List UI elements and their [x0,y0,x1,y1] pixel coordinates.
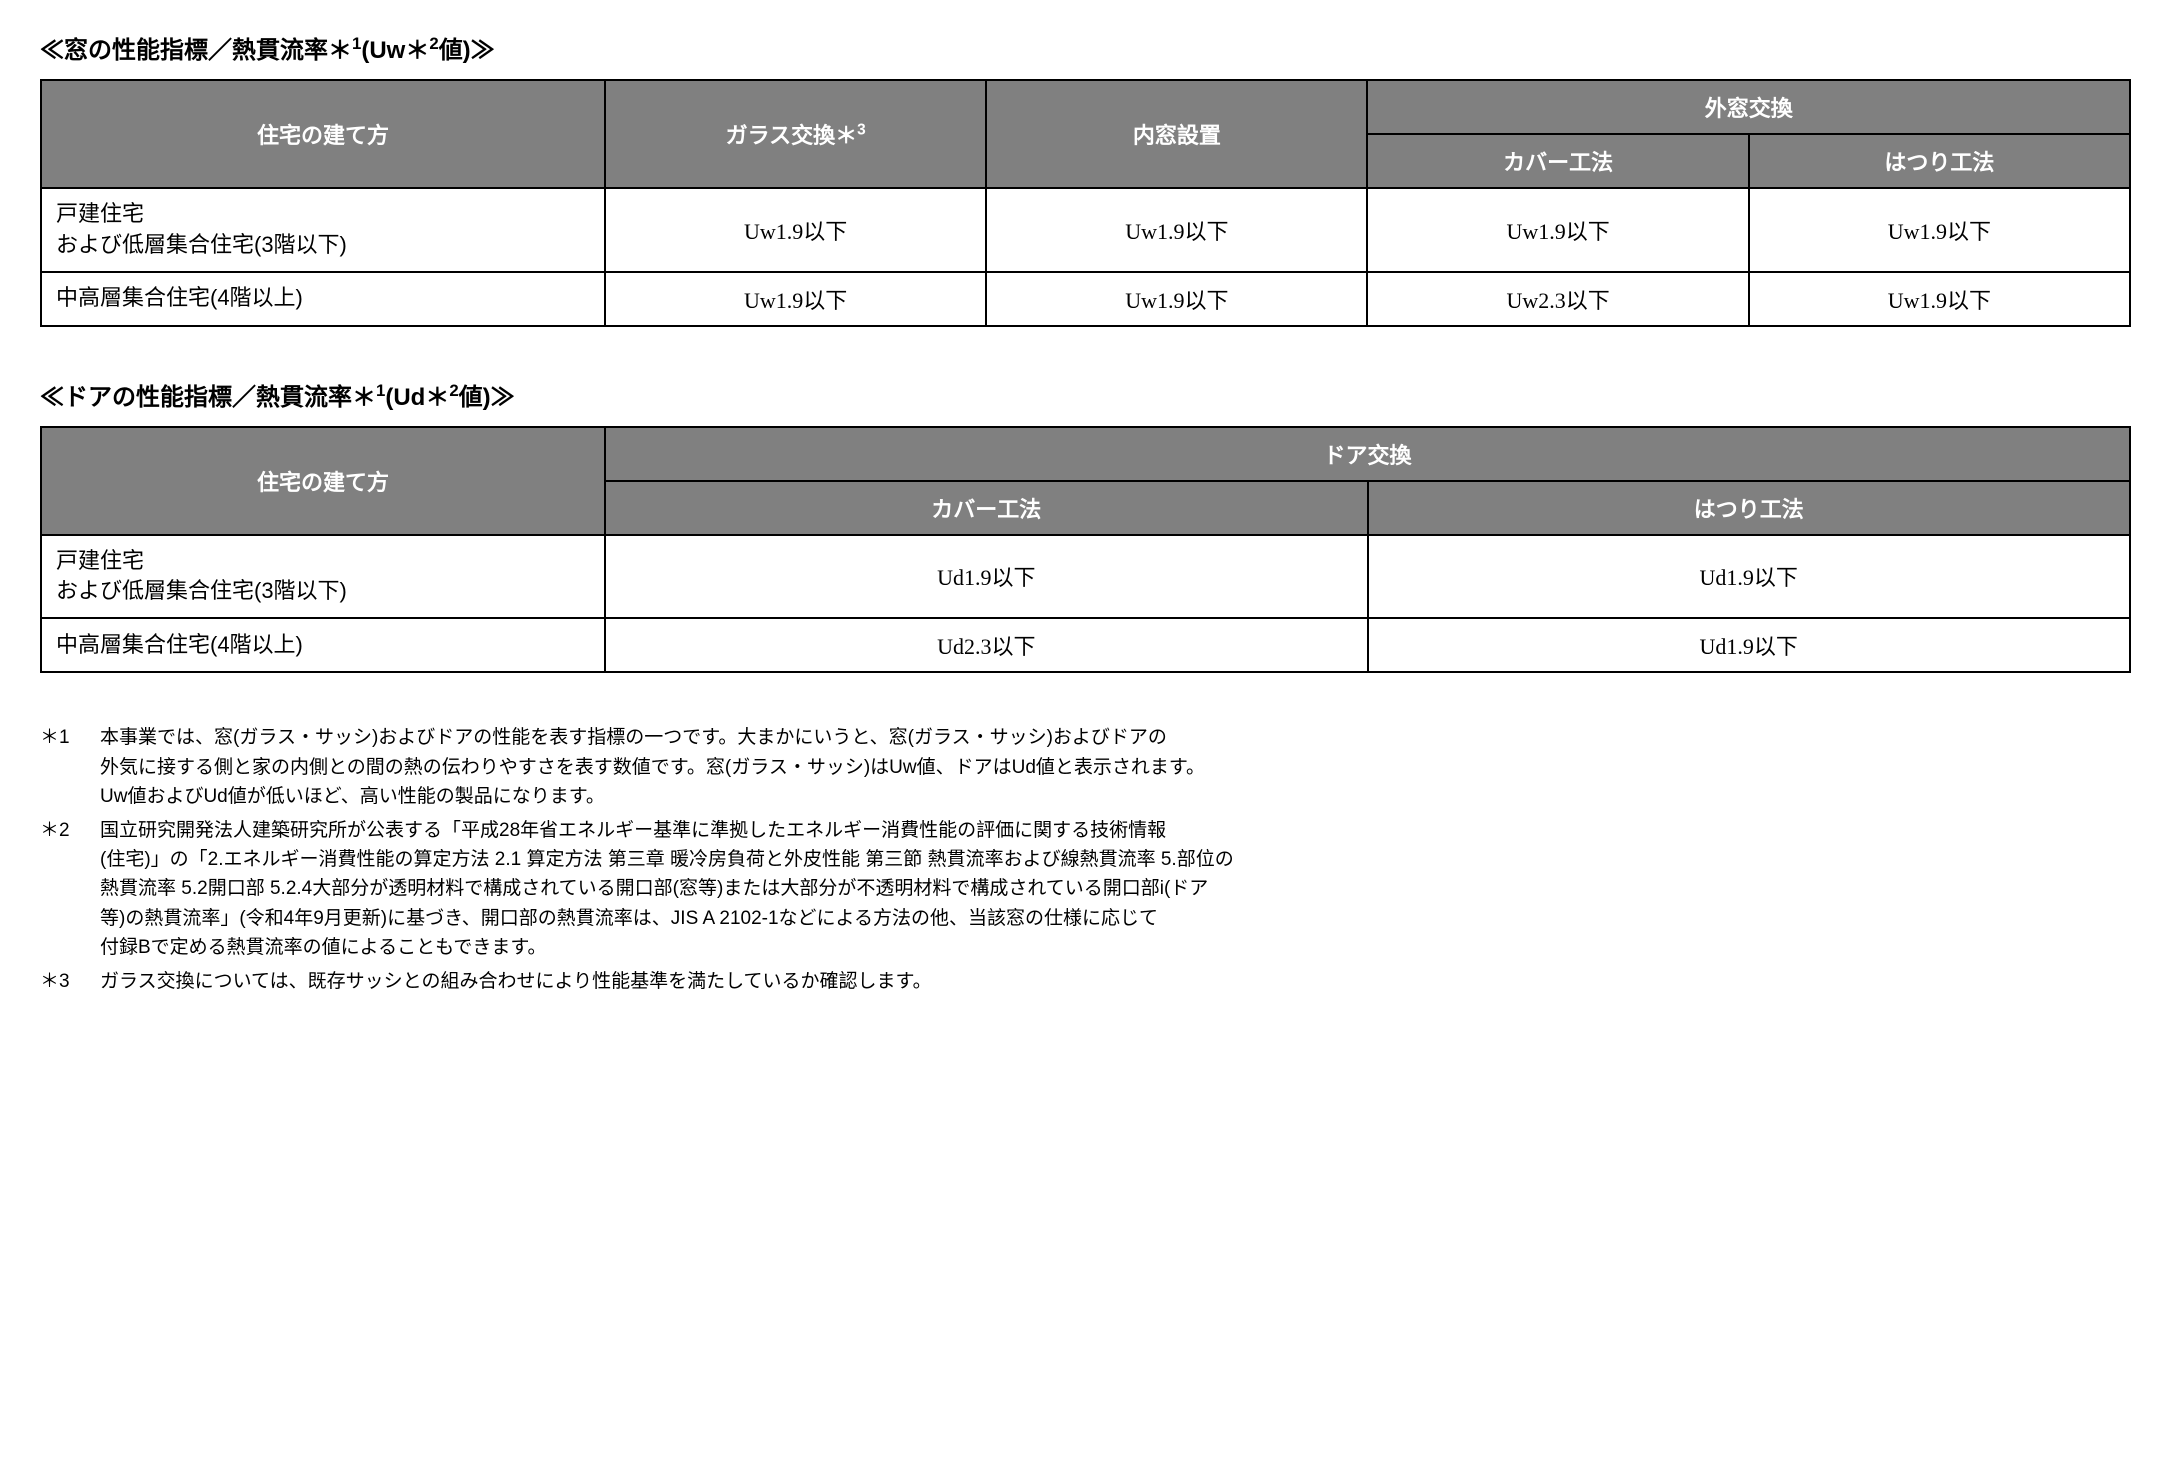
footnote-item: ＊3 ガラス交換については、既存サッシとの組み合わせにより性能基準を満たしている… [40,967,2131,996]
header-text: ガラス交換＊ [726,123,858,148]
col-hatsuri-method: はつり工法 [1749,134,2130,188]
cell-hatsuri: Ud1.9以下 [1368,618,2131,672]
window-section-title: ≪窓の性能指標／熱貫流率＊1(Uw＊2値)≫ [40,30,2131,65]
table-row: 戸建住宅 および低層集合住宅(3階以下) Uw1.9以下 Uw1.9以下 Uw1… [41,188,2130,272]
cell-glass: Uw1.9以下 [605,188,986,272]
col-outer-window: 外窓交換 [1367,80,2130,134]
row-label: 戸建住宅 および低層集合住宅(3階以下) [41,535,605,619]
cell-cover: Uw1.9以下 [1367,188,1748,272]
cell-cover: Ud2.3以下 [605,618,1367,672]
title-sup: 1 [376,381,385,400]
footnote-item: ＊2 国立研究開発法人建築研究所が公表する「平成28年省エネルギー基準に準拠した… [40,816,2131,963]
cell-inner: Uw1.9以下 [986,188,1367,272]
cell-inner: Uw1.9以下 [986,272,1367,326]
table-row: 中高層集合住宅(4階以上) Ud2.3以下 Ud1.9以下 [41,618,2130,672]
footnotes-block: ＊1 本事業では、窓(ガラス・サッシ)およびドアの性能を表す指標の一つです。大ま… [40,723,2131,996]
cell-hatsuri: Ud1.9以下 [1368,535,2131,619]
col-cover-method: カバー工法 [1367,134,1748,188]
col-house-type: 住宅の建て方 [41,427,605,535]
title-text: ≪ドアの性能指標／熱貫流率＊ [40,384,376,411]
col-glass-replace: ガラス交換＊3 [605,80,986,188]
cell-glass: Uw1.9以下 [605,272,986,326]
col-cover-method: カバー工法 [605,481,1367,535]
title-text: (Ud＊ [385,384,449,411]
row-label: 戸建住宅 および低層集合住宅(3階以下) [41,188,605,272]
row-label: 中高層集合住宅(4階以上) [41,272,605,326]
window-performance-table: 住宅の建て方 ガラス交換＊3 内窓設置 外窓交換 カバー工法 はつり工法 戸建住… [40,79,2131,327]
table-row: 中高層集合住宅(4階以上) Uw1.9以下 Uw1.9以下 Uw2.3以下 Uw… [41,272,2130,326]
title-sup: 2 [429,34,438,53]
footnote-text: ガラス交換については、既存サッシとの組み合わせにより性能基準を満たしているか確認… [100,967,2131,996]
title-sup: 2 [449,381,458,400]
door-performance-table: 住宅の建て方 ドア交換 カバー工法 はつり工法 戸建住宅 および低層集合住宅(3… [40,426,2131,674]
col-house-type: 住宅の建て方 [41,80,605,188]
footnote-item: ＊1 本事業では、窓(ガラス・サッシ)およびドアの性能を表す指標の一つです。大ま… [40,723,2131,811]
footnote-marker: ＊1 [40,723,100,811]
footnote-marker: ＊3 [40,967,100,996]
cell-cover: Ud1.9以下 [605,535,1367,619]
col-hatsuri-method: はつり工法 [1368,481,2131,535]
col-door-replace: ドア交換 [605,427,2130,481]
header-sup: 3 [857,122,866,139]
row-label: 中高層集合住宅(4階以上) [41,618,605,672]
title-text: ≪窓の性能指標／熱貫流率＊ [40,37,352,64]
footnote-text: 本事業では、窓(ガラス・サッシ)およびドアの性能を表す指標の一つです。大まかにい… [100,723,2131,811]
title-text: 値)≫ [459,384,515,411]
cell-cover: Uw2.3以下 [1367,272,1748,326]
title-text: 値)≫ [439,37,495,64]
footnote-text: 国立研究開発法人建築研究所が公表する「平成28年省エネルギー基準に準拠したエネル… [100,816,2131,963]
col-inner-window: 内窓設置 [986,80,1367,188]
title-sup: 1 [352,34,361,53]
title-text: (Uw＊ [361,37,429,64]
door-section-title: ≪ドアの性能指標／熱貫流率＊1(Ud＊2値)≫ [40,377,2131,412]
table-row: 戸建住宅 および低層集合住宅(3階以下) Ud1.9以下 Ud1.9以下 [41,535,2130,619]
cell-hatsuri: Uw1.9以下 [1749,272,2130,326]
footnote-marker: ＊2 [40,816,100,963]
cell-hatsuri: Uw1.9以下 [1749,188,2130,272]
